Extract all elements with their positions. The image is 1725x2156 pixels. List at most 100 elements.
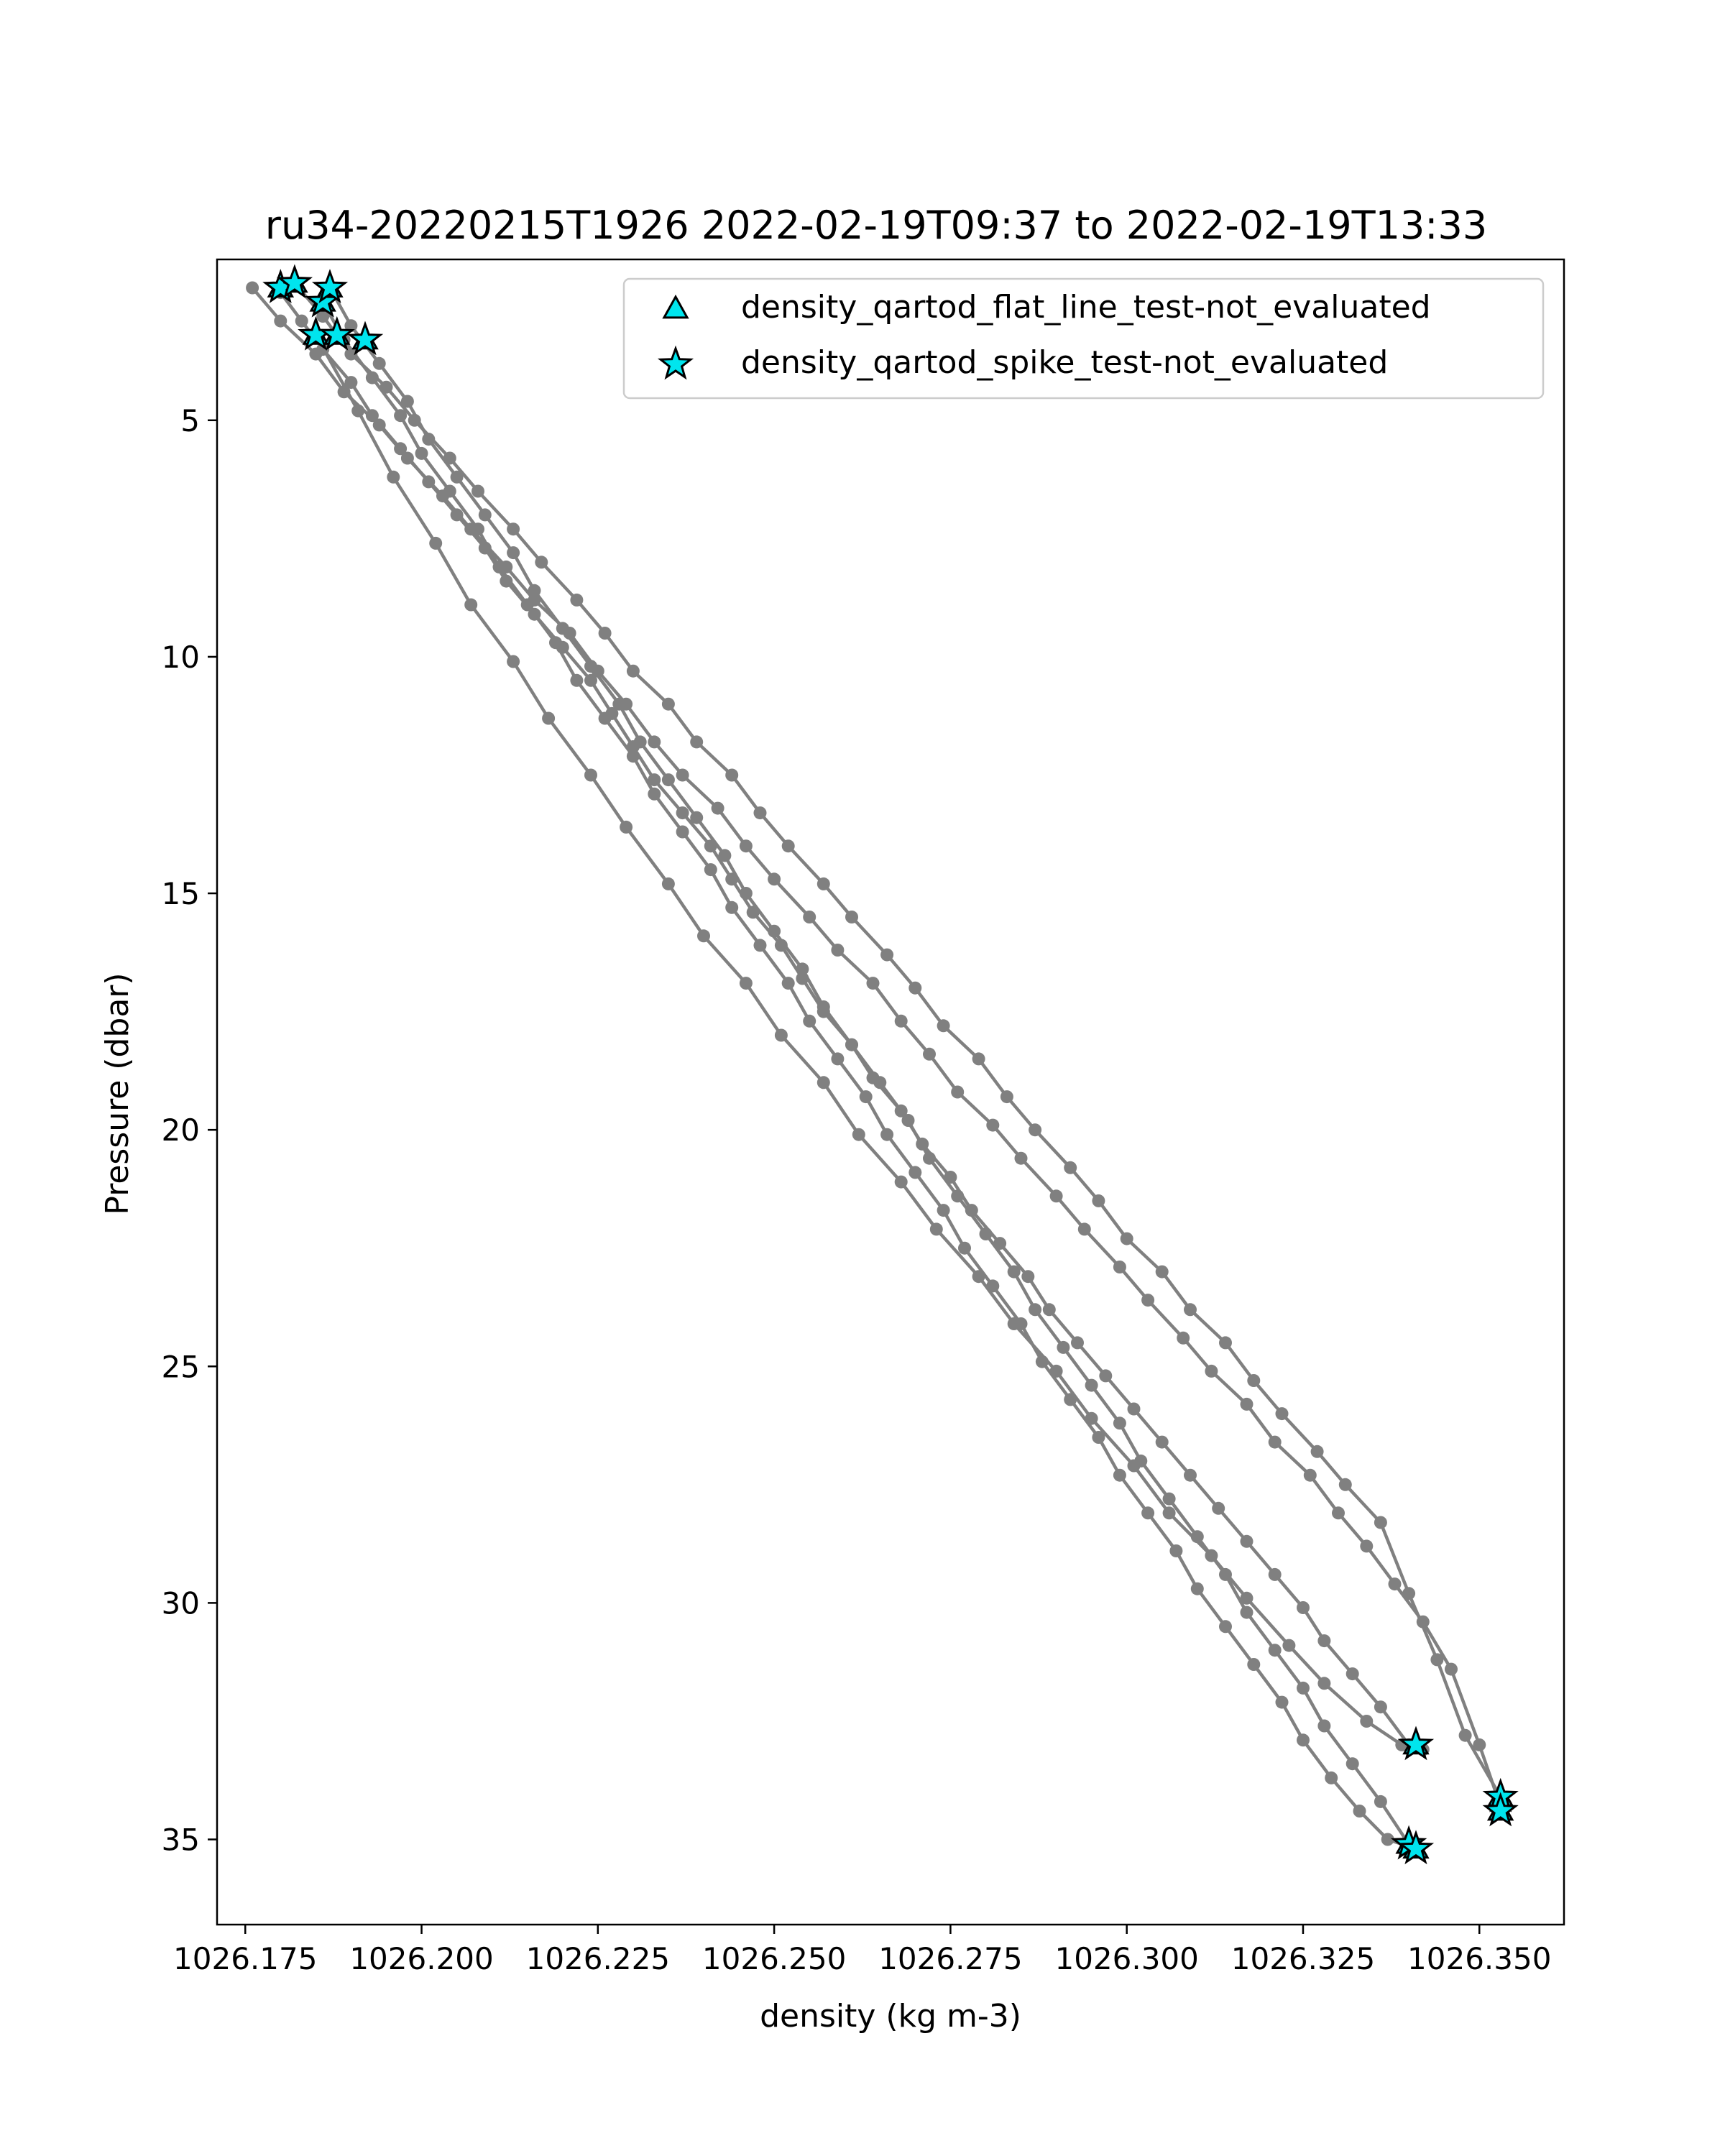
data-point [676,806,689,820]
data-point [866,977,880,990]
data-point [880,1128,894,1141]
series-layer [246,276,1507,1856]
data-point [1360,1715,1374,1728]
data-point [309,347,323,361]
data-point [1275,1407,1289,1421]
data-point [507,522,520,536]
data-point [951,1189,965,1203]
data-point [1042,1303,1056,1317]
data-point [1297,1681,1310,1695]
data-point [344,376,358,390]
legend-triangle-marker [662,294,689,319]
y-axis-title: Pressure (dbar) [99,972,136,1215]
data-point [894,1014,908,1028]
x-tick-label: 1026.225 [526,1941,670,1976]
data-point [781,839,795,853]
data-point [908,1166,922,1179]
data-point [1127,1459,1141,1473]
data-point [1240,1534,1254,1548]
data-point [1282,1639,1296,1652]
data-point [1374,1795,1387,1808]
x-tick-label: 1026.200 [349,1941,493,1976]
data-point [796,962,809,976]
data-point [1381,1833,1394,1846]
data-point [443,484,456,498]
data-point [803,911,816,923]
data-point [1268,1567,1282,1581]
data-point [1205,1549,1218,1562]
data-point [387,470,400,484]
data-point [1169,1544,1183,1557]
data-point [1346,1757,1359,1771]
data-point [598,627,612,640]
data-point [753,806,767,820]
data-point [1310,1445,1324,1458]
data-point [1127,1402,1141,1416]
spike-flag-marker [318,315,355,351]
data-point [1184,1468,1197,1482]
data-point [986,1118,1000,1132]
data-point [661,773,675,787]
data-point [598,711,612,725]
data-point [1297,1601,1310,1614]
data-point [923,1151,936,1165]
data-point [739,887,753,900]
data-point [774,939,788,952]
data-point [1162,1492,1176,1506]
data-point [965,1204,978,1217]
profile-line-1 [279,291,1410,1746]
data-point [1430,1653,1444,1667]
data-point [620,820,633,834]
data-point [951,1085,965,1099]
data-point [1007,1317,1021,1330]
legend-star-marker [657,345,694,380]
data-point [584,673,597,687]
data-point [1338,1478,1352,1491]
data-point [894,1175,908,1189]
data-point [415,446,428,460]
data-point [725,768,739,782]
data-point [1297,1733,1310,1747]
data-point [556,622,569,635]
data-point [1360,1539,1374,1553]
data-point [472,484,484,498]
data-point [1458,1728,1472,1742]
legend-star-glyph [657,345,694,380]
data-point [1374,1700,1387,1714]
spike-flag-marker [346,321,384,356]
x-axis: 1026.175 1026.200 1026.225 1026.250 1026.275… [173,1925,1551,1976]
profile-line-4 [328,287,1410,1846]
x-tick-label: 1026.250 [702,1941,846,1976]
x-tick-label: 1026.300 [1054,1941,1198,1976]
data-point [1085,1411,1098,1425]
data-point [1353,1805,1366,1818]
data-point [520,598,534,612]
data-point [246,281,259,295]
data-point [1445,1662,1458,1676]
data-point [1071,1336,1084,1350]
spike-flag-marker [1397,1830,1435,1865]
data-point [365,371,379,384]
data-point [676,825,689,839]
data-point [1177,1331,1190,1345]
data-point [972,1270,985,1284]
data-point [1092,1194,1105,1207]
data-point [422,433,436,446]
data-point [1219,1336,1232,1350]
data-point [711,801,724,815]
data-point [661,877,675,890]
data-point [542,711,556,725]
legend-label-flat-line: density_qartod_flat_line_test-not_evalua… [741,289,1431,326]
data-point [768,872,781,886]
data-point [1247,1374,1261,1387]
data-point [1064,1161,1077,1174]
data-point [1332,1506,1345,1520]
data-point [816,1076,830,1089]
data-point [450,470,464,484]
y-axis: 5 10 15 20 25 30 35 [162,403,217,1858]
data-point [873,1076,887,1089]
data-point [1219,1620,1232,1634]
data-point [661,697,675,711]
data-point [1162,1506,1176,1520]
data-point [923,1047,936,1061]
